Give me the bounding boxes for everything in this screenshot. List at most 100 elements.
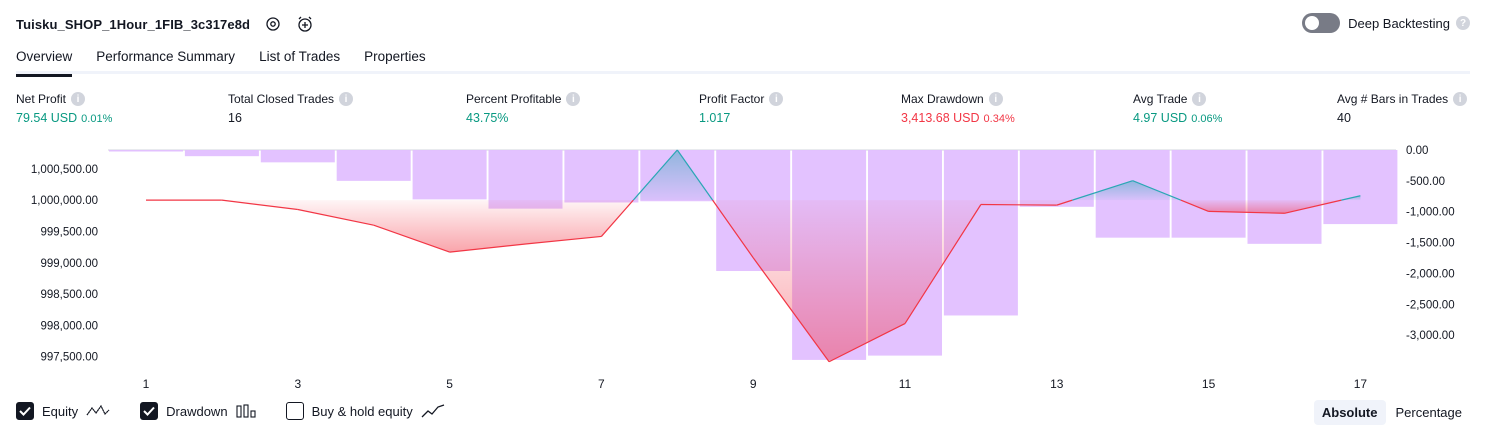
equity-line-segment — [904, 204, 982, 324]
metric-label: Total Closed Trades — [228, 92, 335, 106]
metric-value: 16 — [228, 111, 242, 125]
tab-properties[interactable]: Properties — [364, 49, 426, 64]
help-icon[interactable]: ? — [1456, 16, 1470, 30]
legend-label: Equity — [42, 403, 79, 419]
equity-checkbox[interactable] — [16, 402, 34, 420]
x-axis-tick-label: 5 — [446, 377, 453, 390]
equity-line-segment — [525, 235, 602, 245]
deep-backtesting-label: Deep Backtesting — [1348, 15, 1450, 31]
drawdown-bar — [260, 150, 335, 163]
info-icon[interactable]: i — [1192, 92, 1207, 106]
metric-label: Avg # Bars in Trades — [1337, 92, 1449, 106]
settings-icon[interactable] — [264, 15, 282, 33]
equity-line-segment — [828, 322, 906, 363]
add-alert-icon[interactable] — [296, 15, 314, 33]
mode-absolute[interactable]: Absolute — [1313, 400, 1386, 425]
equity-line-segment — [1180, 199, 1209, 212]
equity-line-segment — [676, 149, 714, 201]
equity-line-icon — [86, 404, 110, 418]
legend-buy-hold-equity[interactable]: Buy & hold equity — [285, 402, 445, 420]
buy-hold-line-icon — [421, 404, 445, 418]
metric-value: 43.75% — [466, 111, 509, 125]
tab-overview[interactable]: Overview — [16, 44, 73, 77]
chart-legend: Equity Drawdown Buy & hold equity — [16, 402, 475, 420]
drawdown-bar — [1247, 150, 1322, 244]
deep-backtesting: Deep Backtesting ? — [1302, 13, 1470, 33]
info-icon[interactable]: i — [1453, 92, 1468, 106]
right-axis-tick-label: -500.00 — [1406, 176, 1445, 188]
equity-line-segment — [297, 208, 374, 226]
drawdown-bars-icon — [236, 404, 256, 418]
equity-line-segment — [1341, 195, 1361, 201]
equity-line-segment — [221, 199, 298, 211]
drawdown-bar — [488, 150, 563, 209]
legend-label: Drawdown — [166, 403, 228, 419]
report-header: Tuisku_SHOP_1Hour_1FIB_3c317e8d — [16, 12, 314, 36]
equity-drawdown-chart[interactable]: 1,000,500.00 1,000,000.00 999,500.00 999,00… — [0, 138, 1486, 390]
display-mode-toggle: Absolute Percentage — [1312, 400, 1470, 425]
deep-backtesting-toggle[interactable] — [1302, 13, 1341, 33]
drawdown-bar — [564, 150, 639, 203]
equity-gain-area — [633, 150, 713, 201]
equity-loss-area — [221, 200, 634, 253]
x-axis-tick-label: 1 — [143, 377, 150, 390]
drawdown-bar — [1171, 150, 1246, 238]
metric-percent: 0.06% — [1191, 113, 1223, 125]
metric-label: Profit Factor — [699, 92, 765, 106]
metric-label: Percent Profitable — [466, 92, 562, 106]
x-axis-tick-label: 3 — [294, 377, 301, 390]
metric-value: 4.97 USD — [1133, 111, 1188, 125]
legend-drawdown[interactable]: Drawdown — [140, 402, 256, 420]
equity-loss-area — [712, 200, 1073, 362]
left-axis-tick-label: 998,000.00 — [40, 320, 98, 332]
equity-line-segment — [752, 257, 830, 363]
metric-value: 40 — [1337, 111, 1351, 125]
left-axis-tick-label: 1,000,000.00 — [31, 195, 98, 207]
equity-line-segment — [1056, 199, 1073, 206]
metric-total-closed-trades: Total Closed Trades i 16 — [228, 92, 354, 125]
drawdown-checkbox[interactable] — [140, 402, 159, 420]
drawdown-bar — [336, 150, 411, 181]
metrics-row: Net Profit i 79.54 USD 0.01% Total Closed … — [0, 92, 1486, 132]
metric-max-drawdown: Max Drawdown i 3,413.68 USD 0.34% — [901, 92, 1015, 125]
left-axis-tick-label: 997,500.00 — [40, 352, 98, 364]
info-icon[interactable]: i — [988, 92, 1003, 106]
metric-value: 3,413.68 USD — [901, 111, 980, 125]
equity-line-segment — [1132, 180, 1181, 201]
legend-equity[interactable]: Equity — [16, 402, 110, 420]
info-icon[interactable]: i — [71, 92, 86, 106]
drawdown-bar — [412, 150, 487, 200]
legend-label: Buy & hold equity — [311, 403, 413, 419]
right-axis-tick-label: -1,500.00 — [1406, 238, 1455, 250]
equity-line-segment — [449, 243, 526, 253]
info-icon[interactable]: i — [566, 92, 581, 106]
buy-hold-checkbox[interactable] — [285, 402, 304, 420]
info-icon[interactable]: i — [769, 92, 784, 106]
metric-percent: 0.01% — [81, 113, 113, 125]
equity-line-segment — [1208, 210, 1285, 214]
mode-percentage[interactable]: Percentage — [1395, 405, 1463, 420]
metric-profit-factor: Profit Factor i 1.017 — [699, 92, 784, 125]
equity-line-segment — [1072, 180, 1133, 201]
left-axis-tick-label: 1,000,500.00 — [31, 164, 98, 176]
drawdown-bar — [184, 150, 259, 157]
metric-percent: 0.34% — [983, 113, 1015, 125]
metric-label: Net Profit — [16, 92, 67, 106]
drawdown-bar — [1323, 150, 1398, 225]
x-axis-tick-label: 11 — [899, 377, 912, 390]
metric-avg-bars-in-trades: Avg # Bars in Trades i 40 — [1337, 92, 1468, 125]
x-axis-tick-label: 17 — [1354, 377, 1368, 390]
equity-line-segment — [712, 199, 754, 259]
metric-avg-trade: Avg Trade i 4.97 USD 0.06% — [1133, 92, 1222, 125]
metric-value: 79.54 USD — [16, 111, 78, 125]
left-axis-tick-label: 999,500.00 — [40, 226, 98, 238]
metric-percent-profitable: Percent Profitable i 43.75% — [466, 92, 581, 125]
right-axis-tick-label: -3,000.00 — [1406, 330, 1455, 342]
right-axis-tick-label: -2,500.00 — [1406, 299, 1455, 311]
tab-list-of-trades[interactable]: List of Trades — [259, 49, 341, 64]
right-axis-tick-label: 0.00 — [1406, 145, 1428, 157]
equity-line-segment — [600, 199, 634, 237]
right-axis-tick-label: -2,000.00 — [1406, 268, 1455, 280]
info-icon[interactable]: i — [339, 92, 354, 106]
tab-performance-summary[interactable]: Performance Summary — [96, 49, 236, 64]
